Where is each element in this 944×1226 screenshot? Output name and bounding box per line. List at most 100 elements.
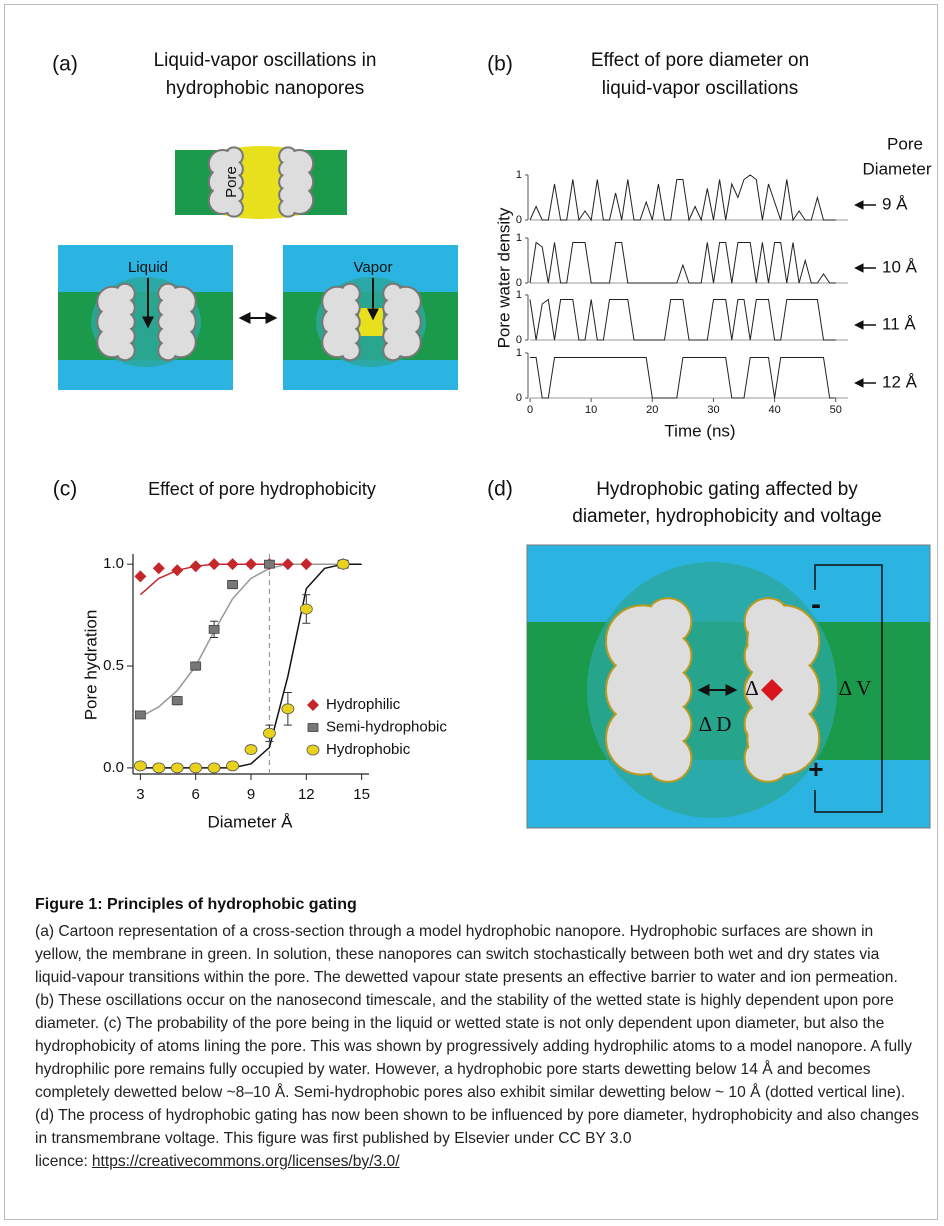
y-tick-label: 0 — [516, 214, 522, 226]
lobe-fill — [324, 329, 351, 356]
label: Time (ns) — [664, 421, 735, 440]
trace — [530, 358, 836, 399]
marker-circle — [263, 728, 275, 738]
lobe-fill — [607, 704, 676, 773]
marker-diamond — [190, 560, 202, 572]
label: (c) — [53, 478, 78, 501]
marker-square — [191, 662, 201, 670]
marker-diamond — [300, 558, 312, 570]
marker-diamond — [208, 558, 220, 570]
marker-circle — [153, 763, 165, 773]
fit-curve — [140, 564, 361, 768]
marker-circle — [208, 763, 220, 773]
label: Pore water density — [494, 207, 513, 348]
legend-label: Semi-hydrophobic — [326, 718, 447, 735]
fit-curve — [140, 564, 361, 717]
label: Δ — [745, 676, 759, 700]
pore-lining — [97, 284, 135, 361]
y-tick-label: 1 — [516, 232, 522, 244]
x-tick-label: 20 — [646, 404, 658, 416]
x-tick-label: 40 — [768, 404, 780, 416]
label: diameter, hydrophobicity and voltage — [572, 506, 881, 527]
y-tick-label: 1 — [516, 169, 522, 181]
figure: (a) Liquid-vapor oscillations in hydrophob… — [0, 0, 944, 880]
label: Diameter — [863, 159, 932, 178]
marker-square — [308, 724, 318, 732]
legend-label: Hydrophilic — [326, 696, 401, 713]
label: Pore hydration — [81, 610, 100, 721]
y-tick-label: 0 — [516, 392, 522, 404]
trace-name: 10 Å — [882, 257, 918, 276]
label: - — [811, 588, 821, 621]
lobe-fill — [167, 329, 194, 356]
caption-text: (a) Cartoon representation of a cross-se… — [35, 923, 919, 1170]
y-tick-label: 1 — [516, 347, 522, 359]
label: Effect of pore hydrophobicity — [148, 479, 376, 499]
caption-title: Figure 1: Principles of hydrophobic gati… — [35, 896, 357, 914]
label: (d) — [487, 478, 513, 501]
marker-diamond — [134, 570, 146, 582]
label: Vapor — [354, 259, 393, 276]
marker-circle — [190, 763, 202, 773]
pore-lining — [606, 598, 691, 782]
pore-lining — [279, 147, 313, 216]
marker-square — [209, 625, 219, 633]
legend-label: Hydrophobic — [326, 741, 411, 758]
x-tick-label: 6 — [192, 786, 200, 803]
label: Diameter Å — [207, 812, 293, 831]
trace — [530, 300, 836, 341]
label: Hydrophobic gating affected by — [596, 479, 858, 500]
pore-lining — [383, 284, 421, 361]
marker-square — [264, 560, 274, 568]
label: Δ V — [839, 676, 872, 700]
marker-circle — [171, 763, 183, 773]
y-tick-label: 1.0 — [103, 555, 124, 572]
x-tick-label: 50 — [830, 404, 842, 416]
x-tick-label: 9 — [247, 786, 255, 803]
label: Δ D — [699, 712, 732, 736]
marker-square — [172, 697, 182, 705]
marker-circle — [227, 761, 239, 771]
marker-circle — [300, 604, 312, 614]
trace-name: 11 Å — [882, 314, 916, 333]
label: (b) — [487, 53, 513, 76]
label: (a) — [52, 53, 78, 76]
y-tick-label: 1 — [516, 289, 522, 301]
lobe-fill — [287, 188, 311, 212]
x-tick-label: 30 — [707, 404, 719, 416]
label: Effect of pore diameter on — [591, 50, 809, 71]
marker-square — [228, 581, 238, 589]
x-tick-label: 0 — [527, 404, 533, 416]
vapor-region — [359, 308, 383, 336]
y-tick-label: 0.5 — [103, 657, 124, 674]
label: + — [808, 754, 823, 784]
label: Pore — [223, 166, 240, 198]
x-tick-label: 12 — [298, 786, 315, 803]
y-tick-label: 0.0 — [103, 759, 124, 776]
trace — [530, 175, 836, 220]
trace-name: 9 Å — [882, 194, 908, 213]
marker-circle — [282, 704, 294, 714]
marker-diamond — [227, 558, 239, 570]
label: hydrophobic nanopores — [166, 78, 365, 99]
caption-link[interactable]: https://creativecommons.org/licenses/by/… — [92, 1153, 400, 1170]
marker-diamond — [282, 558, 294, 570]
marker-circle — [245, 745, 257, 755]
marker-circle — [307, 745, 319, 755]
label: Pore — [887, 134, 923, 153]
label: liquid-vapor oscillations — [602, 78, 798, 99]
y-tick-label: 0 — [516, 334, 522, 346]
x-tick-label: 3 — [136, 786, 144, 803]
marker-circle — [134, 761, 146, 771]
marker-diamond — [245, 558, 257, 570]
marker-diamond — [153, 562, 165, 574]
marker-square — [135, 711, 145, 719]
label: Liquid-vapor oscillations in — [154, 50, 377, 71]
marker-diamond — [307, 699, 319, 711]
caption-body: (a) Cartoon representation of a cross-se… — [35, 920, 920, 1173]
page: (a) Liquid-vapor oscillations in hydrophob… — [0, 0, 944, 1226]
lobe-fill — [392, 329, 419, 356]
x-tick-label: 10 — [585, 404, 597, 416]
pore-lining — [158, 284, 196, 361]
y-tick-label: 0 — [516, 277, 522, 289]
